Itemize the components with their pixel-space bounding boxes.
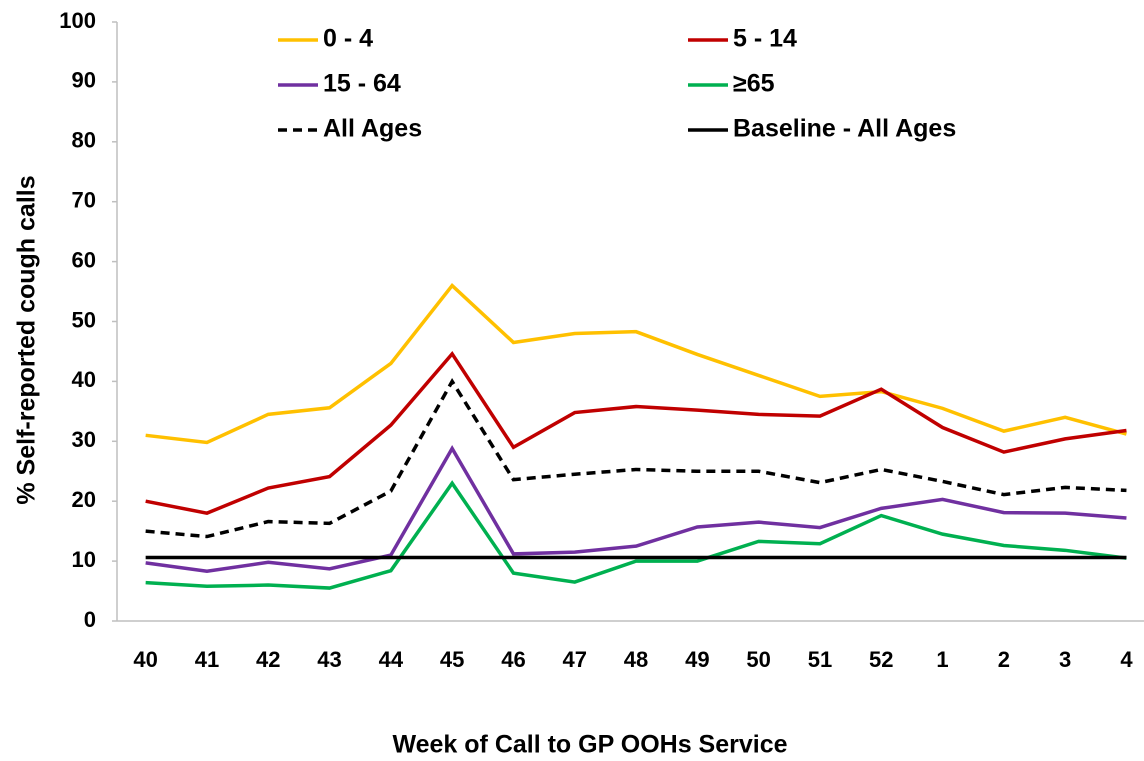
legend-label: 5 - 14: [733, 25, 797, 53]
y-tick-label: 10: [72, 547, 96, 572]
x-tick-label: 51: [808, 647, 832, 672]
x-tick-label: 50: [746, 647, 770, 672]
y-tick-label: 70: [72, 188, 96, 213]
legend-label: Baseline - All Ages: [733, 115, 956, 143]
legend-label: 0 - 4: [323, 25, 373, 53]
series-line: [145, 377, 1127, 539]
x-tick-label: 3: [1059, 647, 1071, 672]
x-tick-label: 2: [998, 647, 1010, 672]
y-tick-label: 50: [72, 307, 96, 332]
y-tick-label: 20: [72, 487, 96, 512]
y-tick-label: 80: [72, 128, 96, 153]
x-tick-label: 49: [685, 647, 709, 672]
x-tick-label: 52: [869, 647, 893, 672]
x-tick-label: 42: [256, 647, 280, 672]
x-axis-title: Week of Call to GP OOHs Service: [392, 731, 787, 759]
legend-label: 15 - 64: [323, 70, 401, 98]
y-tick-label: 40: [72, 367, 96, 392]
y-tick-label: 90: [72, 68, 96, 93]
x-tick-label: 43: [317, 647, 341, 672]
y-axis-title: % Self-reported cough calls: [13, 175, 41, 504]
x-tick-label: 48: [624, 647, 648, 672]
y-tick-label: 30: [72, 427, 96, 452]
series-line: [145, 444, 1127, 574]
series-line: [145, 282, 1127, 445]
series-line: [145, 350, 1127, 515]
x-tick-label: 45: [440, 647, 464, 672]
series-line: [145, 480, 1127, 590]
legend-label: All Ages: [323, 115, 422, 143]
y-tick-label: 60: [72, 247, 96, 272]
x-tick-label: 47: [563, 647, 587, 672]
x-tick-label: 1: [936, 647, 948, 672]
x-tick-label: 46: [501, 647, 525, 672]
y-tick-label: 0: [84, 607, 96, 632]
legend-label: ≥65: [733, 70, 775, 98]
x-tick-label: 44: [379, 647, 404, 672]
y-tick-label: 100: [59, 8, 96, 33]
x-tick-label: 40: [133, 647, 157, 672]
x-tick-label: 41: [195, 647, 219, 672]
x-tick-label: 4: [1120, 647, 1133, 672]
